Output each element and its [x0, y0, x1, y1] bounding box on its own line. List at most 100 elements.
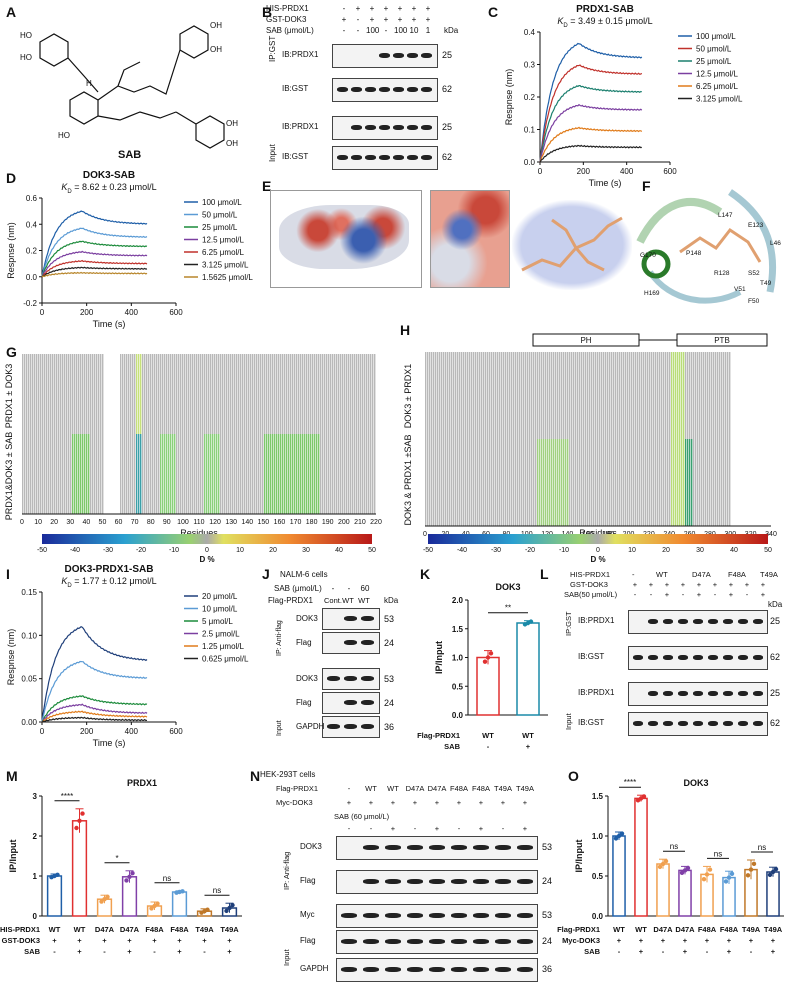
band: [337, 87, 348, 92]
blot-label: GAPDH: [300, 964, 329, 973]
y-tick-label: 0.0: [452, 711, 464, 720]
band: [495, 913, 511, 918]
band: [495, 939, 511, 944]
row-cell: Cont.: [324, 596, 342, 605]
band: [693, 691, 703, 696]
x-tick-label: 100: [177, 519, 189, 526]
bar: [656, 863, 670, 917]
y-tick-label: 0.0: [26, 273, 38, 282]
x-tick-label: 0: [40, 727, 45, 736]
band: [693, 655, 703, 660]
data-point: [102, 897, 107, 902]
band: [753, 691, 763, 696]
row-cell: WT: [342, 596, 354, 605]
band: [393, 125, 404, 130]
x-tick-label: 600: [663, 167, 677, 176]
significance-label: *: [115, 854, 118, 863]
data-point: [485, 655, 491, 660]
blot-strip: [332, 78, 438, 102]
band: [708, 655, 718, 660]
band: [429, 913, 445, 918]
panel-label-n: N: [250, 768, 261, 784]
band: [495, 845, 511, 850]
band: [738, 691, 748, 696]
panel-g: 0 10 20 30 40 50 60 70 80 90 100 110 120 130 140 150 160…: [0, 346, 395, 546]
blot-label: IB:GST: [578, 652, 605, 661]
band: [648, 619, 658, 624]
band: [344, 640, 357, 645]
y-tick-label: 0.0: [524, 158, 536, 167]
row-cell: -: [745, 590, 749, 599]
row-cell: +: [152, 936, 157, 945]
band: [495, 879, 511, 884]
band: [693, 619, 703, 624]
band: [517, 913, 533, 918]
x-tick-label: 200: [338, 519, 350, 526]
data-point: [707, 867, 713, 872]
row-cell: +: [346, 798, 352, 807]
x-tick-label: 210: [354, 519, 366, 526]
band: [407, 913, 423, 918]
kda-value: 24: [542, 876, 553, 886]
band: [738, 619, 748, 624]
group-head: T49A: [760, 570, 778, 579]
legend-label: 2.5 μmol/L: [202, 630, 240, 639]
series-line: [539, 144, 642, 163]
data-point: [488, 651, 494, 656]
series-line: [41, 259, 148, 278]
kda-value: 53: [384, 614, 395, 624]
colorbar-tick: -40: [457, 547, 467, 554]
row-cell: F48A: [472, 784, 490, 793]
data-point: [663, 858, 669, 864]
band: [738, 721, 748, 726]
band: [648, 721, 658, 726]
panel-label-j: J: [262, 566, 270, 582]
x-tick-label: 0: [20, 519, 24, 526]
kda-value: 53: [542, 910, 553, 920]
row-cell: +: [705, 936, 710, 945]
row-cell: +: [617, 936, 622, 945]
row-cell: +: [227, 947, 232, 956]
band: [429, 939, 445, 944]
blot-row-label: HIS-PRDX1: [266, 4, 309, 13]
band: [723, 619, 733, 624]
y-tick-label: 0: [33, 912, 38, 921]
y-axis-label: Respnse (nm): [6, 629, 16, 686]
band: [327, 676, 340, 681]
row-cell: -: [713, 590, 717, 599]
row-cell: D47A: [653, 925, 673, 934]
band: [385, 967, 401, 972]
blot-label: Flag: [300, 876, 316, 885]
band: [407, 53, 418, 58]
row-cell: 60: [360, 584, 370, 593]
row-cell: WT: [358, 596, 370, 605]
band: [429, 845, 445, 850]
data-point: [224, 908, 229, 914]
row-cell: +: [728, 590, 734, 599]
series-line: [41, 695, 148, 722]
band: [723, 691, 733, 696]
group-label: IP: Anti-flag: [282, 851, 291, 890]
band: [451, 939, 467, 944]
y-tick-label: 0.10: [21, 631, 37, 640]
legend-label: 25 μmol/L: [202, 223, 238, 232]
x-tick-label: 200: [80, 308, 94, 317]
y-tick-label: 1.0: [452, 654, 464, 663]
x-tick-label: 220: [370, 519, 382, 526]
legend-label: 12.5 μmol/L: [202, 236, 245, 245]
row-cell: +: [390, 824, 396, 833]
row-cell: +: [760, 590, 766, 599]
row-cell: +: [77, 947, 82, 956]
row-cell: +: [522, 824, 528, 833]
x-tick-label: 0: [538, 167, 543, 176]
blot-strip: [628, 712, 768, 736]
colorbar-tick: -10: [559, 547, 569, 554]
band: [708, 691, 718, 696]
x-tick-label: 70: [131, 519, 139, 526]
band: [473, 939, 489, 944]
band: [379, 53, 390, 58]
row-cell: +: [434, 798, 440, 807]
data-point: [77, 818, 82, 823]
